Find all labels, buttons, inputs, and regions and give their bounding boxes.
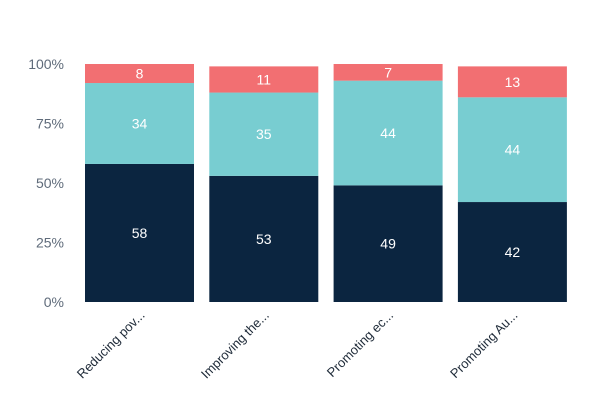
data-label: 44 <box>380 125 396 141</box>
bar-segment <box>333 185 443 302</box>
data-label: 58 <box>132 225 148 241</box>
x-category-label: Promoting Au... <box>447 308 520 381</box>
x-category-label: Reducing pov... <box>74 308 148 382</box>
data-label: 49 <box>380 236 396 252</box>
bar-segment <box>457 66 567 98</box>
bar-segment <box>209 92 319 176</box>
bar-segment <box>85 163 194 302</box>
bar-segment <box>457 202 567 302</box>
y-tick-label: 75% <box>36 116 64 132</box>
data-label: 7 <box>384 64 392 80</box>
x-category-label: Improving the... <box>198 308 272 382</box>
data-label: 11 <box>257 71 272 87</box>
y-tick-label: 50% <box>36 175 64 191</box>
data-label: 42 <box>505 244 521 260</box>
data-label: 35 <box>256 126 272 142</box>
y-axis: 0% 25% 50% 75% 100% <box>28 56 64 310</box>
y-tick-label: 25% <box>36 235 64 251</box>
bar-segment <box>333 64 443 81</box>
data-label: 44 <box>505 142 521 158</box>
data-label: 53 <box>256 231 272 247</box>
bar-segment <box>457 97 567 203</box>
bar-segment <box>209 66 319 93</box>
bar-segment <box>209 175 319 302</box>
x-axis: Reducing pov... Improving the... Promoting… <box>74 308 521 382</box>
bar-segment <box>333 80 443 186</box>
x-category-label: Promoting ec... <box>324 308 396 380</box>
bars: 58 34 8 53 35 11 49 44 7 42 44 13 <box>85 64 567 302</box>
data-label: 8 <box>136 66 144 82</box>
data-label: 34 <box>132 116 148 132</box>
bar-segment <box>85 83 194 164</box>
bar-segment <box>85 64 194 84</box>
y-tick-label: 100% <box>28 56 64 72</box>
y-tick-label: 0% <box>44 294 64 310</box>
data-label: 13 <box>505 74 521 90</box>
